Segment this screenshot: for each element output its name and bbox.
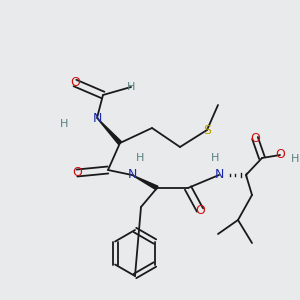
- Text: S: S: [203, 124, 211, 136]
- Text: N: N: [214, 169, 224, 182]
- Text: H: H: [60, 119, 68, 129]
- Polygon shape: [132, 175, 158, 190]
- Text: O: O: [195, 203, 205, 217]
- Text: H: H: [127, 82, 135, 92]
- Text: H: H: [136, 153, 144, 163]
- Text: N: N: [92, 112, 102, 124]
- Polygon shape: [97, 118, 122, 144]
- Text: O: O: [70, 76, 80, 89]
- Text: H: H: [211, 153, 219, 163]
- Text: O: O: [250, 131, 260, 145]
- Text: O: O: [72, 167, 82, 179]
- Text: O: O: [275, 148, 285, 161]
- Text: H: H: [291, 154, 299, 164]
- Text: N: N: [127, 169, 137, 182]
